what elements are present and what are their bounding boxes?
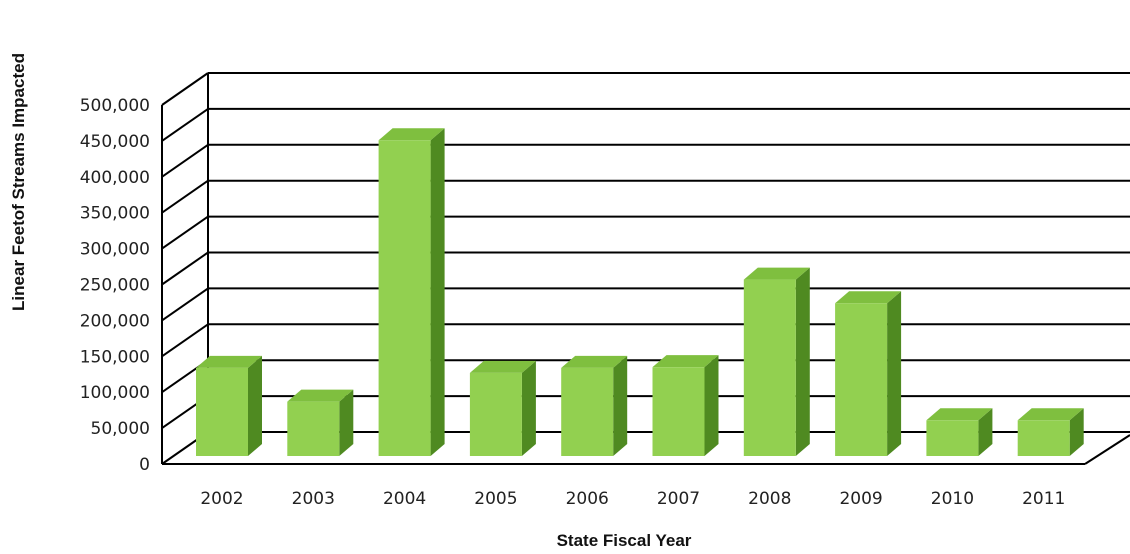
bar [196, 356, 262, 456]
y-tick-label: 50,000 [91, 419, 150, 439]
y-tick-label: 150,000 [80, 347, 150, 367]
bar [561, 356, 627, 456]
bar-side [705, 355, 719, 456]
gridline-side [162, 181, 208, 213]
bar-front [470, 373, 522, 456]
x-tick-label: 2003 [292, 489, 335, 509]
bar [1018, 408, 1084, 456]
bar-side [522, 361, 536, 456]
bar-front [561, 368, 613, 456]
bar-side [248, 356, 262, 456]
bars [196, 128, 1084, 456]
x-axis-title: State Fiscal Year [557, 531, 692, 550]
bar-front [1018, 420, 1070, 456]
y-tick-label: 350,000 [80, 204, 150, 224]
bar-front [287, 402, 339, 456]
x-tick-label: 2004 [383, 489, 426, 509]
y-tick-label: 0 [139, 455, 150, 475]
bar [926, 408, 992, 456]
bar-side [796, 268, 810, 456]
y-tick-label: 100,000 [80, 383, 150, 403]
gridline-side [162, 253, 208, 285]
x-tick-label: 2006 [566, 489, 609, 509]
gridline-side [162, 288, 208, 320]
gridline-side [162, 109, 208, 141]
y-tick-label: 400,000 [80, 168, 150, 188]
gridline-side [162, 73, 208, 105]
x-axis-tick-labels: 2002 2003 2004 2005 2006 2007 2008 2009 2010 2011 [200, 489, 1065, 509]
bar [653, 355, 719, 456]
gridline-side [162, 145, 208, 177]
y-axis-title: Linear Feetof Streams Impacted [9, 53, 28, 311]
floor-right-edge [1085, 435, 1130, 464]
y-tick-label: 250,000 [80, 276, 150, 296]
y-tick-label: 300,000 [80, 240, 150, 260]
x-tick-label: 2008 [748, 489, 791, 509]
x-tick-label: 2002 [200, 489, 243, 509]
x-tick-label: 2005 [474, 489, 517, 509]
y-tick-label: 200,000 [80, 311, 150, 331]
bar-front [744, 280, 796, 456]
bar [379, 128, 445, 456]
bar [470, 361, 536, 456]
y-axis-tick-labels: 0 50,000 100,000 150,000 200,000 250,000 300,0… [80, 96, 150, 475]
gridline-side [162, 217, 208, 249]
bar [744, 268, 810, 456]
x-tick-label: 2011 [1022, 489, 1065, 509]
bar-front [196, 368, 248, 456]
bar-front [926, 420, 978, 456]
x-tick-label: 2010 [931, 489, 974, 509]
y-tick-label: 450,000 [80, 132, 150, 152]
bar-front [379, 140, 431, 456]
bar-side [431, 128, 445, 456]
x-tick-label: 2007 [657, 489, 700, 509]
y-tick-label: 500,000 [80, 96, 150, 116]
bar [287, 390, 353, 456]
bar [835, 291, 901, 456]
bar-side [887, 291, 901, 456]
gridline-side [162, 324, 208, 356]
bar-front [835, 303, 887, 456]
bar-front [653, 367, 705, 456]
x-tick-label: 2009 [839, 489, 882, 509]
bar-side [613, 356, 627, 456]
